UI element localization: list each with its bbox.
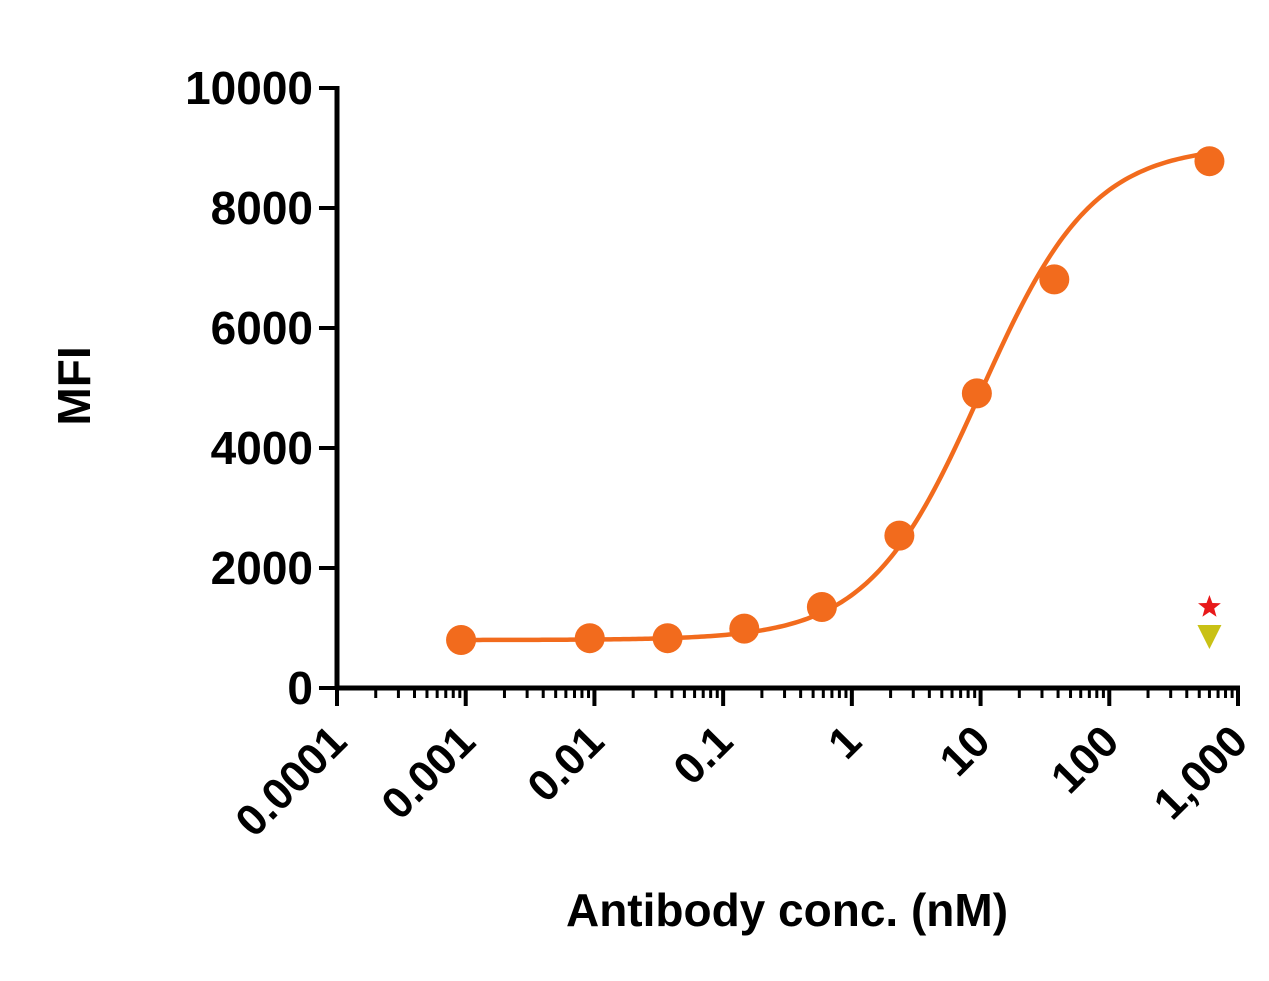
y-tick-label: 6000 xyxy=(211,302,313,354)
data-point xyxy=(574,623,605,654)
x-tick-label: 0.01 xyxy=(518,716,613,811)
data-point xyxy=(729,613,760,644)
y-axis-title: MFI xyxy=(48,346,100,425)
data-point xyxy=(806,592,837,622)
data-point xyxy=(1194,146,1225,177)
data-point xyxy=(446,625,477,655)
x-tick-label: 10 xyxy=(930,716,999,785)
x-tick-label: 0.0001 xyxy=(226,716,356,846)
data-point-triangle xyxy=(1197,625,1222,649)
data-points-layer xyxy=(446,146,1225,655)
x-axis: 0.0001 0.001 0.01 0.1 1 10 100 1,000 xyxy=(226,685,1258,846)
y-tick-label: 10000 xyxy=(185,62,313,114)
y-axis: 0 2000 4000 6000 8000 10000 xyxy=(185,62,340,714)
y-tick-label: 2000 xyxy=(211,542,313,594)
x-tick-label: 0.1 xyxy=(664,716,742,794)
x-tick-label: 1,000 xyxy=(1145,716,1258,829)
data-point xyxy=(652,623,683,654)
x-tick-label: 0.001 xyxy=(372,716,485,829)
y-tick-label: 0 xyxy=(287,662,313,714)
fit-curve-layer xyxy=(461,150,1210,643)
y-tick-label: 4000 xyxy=(211,422,313,474)
x-tick-label: 1 xyxy=(819,716,871,768)
x-tick-label: 100 xyxy=(1042,716,1129,803)
y-tick-label: 8000 xyxy=(211,182,313,234)
data-point xyxy=(961,378,992,409)
data-point-star xyxy=(1198,595,1221,617)
data-point xyxy=(1039,264,1070,295)
fit-curve xyxy=(461,150,1210,643)
x-axis-title: Antibody conc. (nM) xyxy=(566,884,1008,936)
data-point xyxy=(884,520,915,551)
